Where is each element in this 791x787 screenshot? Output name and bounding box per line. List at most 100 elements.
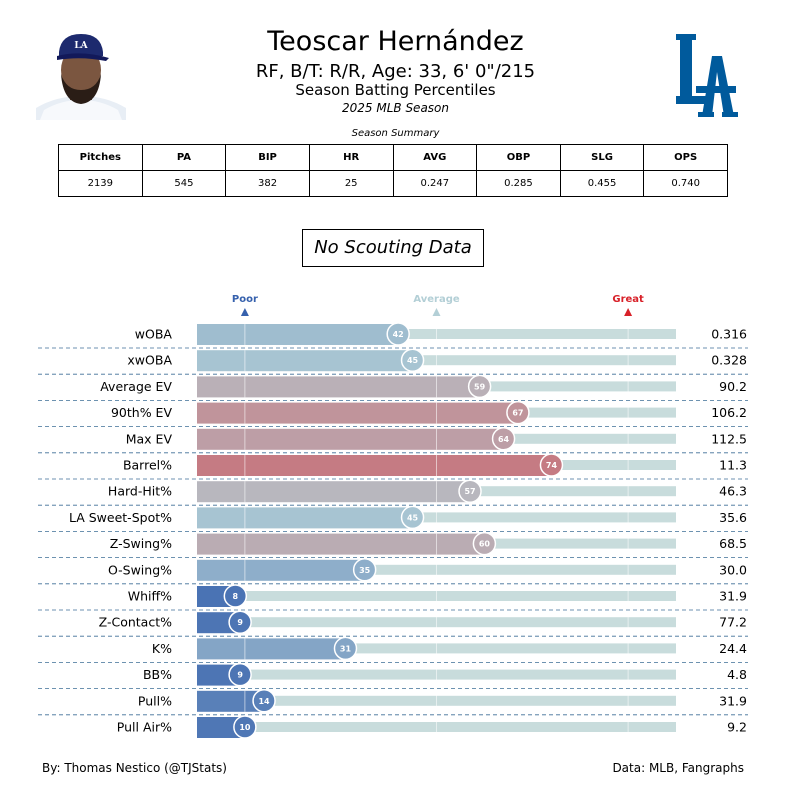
category-label: Whiff% bbox=[128, 589, 172, 604]
category-label: wOBA bbox=[135, 327, 173, 342]
summary-value-cell: 382 bbox=[225, 170, 310, 197]
category-label: O-Swing% bbox=[108, 562, 172, 577]
percentile-value: 35 bbox=[359, 566, 371, 575]
category-label: Z-Contact% bbox=[99, 615, 172, 630]
no-scouting-data-box: No Scouting Data bbox=[302, 229, 484, 267]
percentile-marker bbox=[539, 453, 564, 477]
stat-value: 112.5 bbox=[711, 431, 747, 446]
percentile-bar bbox=[197, 350, 413, 372]
percentile-marker bbox=[352, 558, 377, 582]
player-headshot-icon: LA bbox=[36, 30, 126, 120]
stat-value: 68.5 bbox=[719, 536, 747, 551]
percentile-value: 14 bbox=[258, 697, 270, 706]
percentile-marker bbox=[506, 400, 530, 425]
svg-text:LA: LA bbox=[74, 41, 88, 51]
stat-value: 30.0 bbox=[719, 562, 747, 577]
stat-value: 90.2 bbox=[719, 379, 747, 394]
player-info: RF, B/T: R/R, Age: 33, 6' 0"/215 bbox=[255, 61, 536, 82]
percentile-marker bbox=[252, 689, 276, 713]
stat-value: 24.4 bbox=[719, 641, 747, 656]
category-label: Average EV bbox=[100, 379, 172, 394]
summary-value-row: 2139 545 382 25 0.247 0.285 0.455 0.740 bbox=[58, 170, 728, 197]
percentile-marker bbox=[400, 348, 425, 372]
summary-value-cell: 0.247 bbox=[392, 170, 478, 197]
percentile-marker bbox=[228, 662, 252, 687]
stat-value: 0.328 bbox=[711, 353, 747, 368]
category-label: 90th% EV bbox=[111, 405, 172, 420]
percentile-value: 42 bbox=[393, 330, 404, 339]
percentile-value: 60 bbox=[479, 540, 491, 549]
marker-label-average: Average bbox=[413, 294, 460, 305]
percentile-bar bbox=[197, 324, 399, 345]
summary-caption: Season Summary bbox=[351, 128, 440, 139]
stat-value: 35.6 bbox=[719, 510, 747, 525]
summary-value-cell: 545 bbox=[141, 170, 227, 197]
dodgers-la-logo-icon bbox=[672, 32, 742, 118]
category-label: Barrel% bbox=[123, 458, 172, 473]
category-label: Hard-Hit% bbox=[108, 484, 172, 499]
percentile-marker bbox=[228, 610, 252, 634]
player-name: Teoscar Hernández bbox=[267, 26, 524, 57]
marker-triangle-great bbox=[624, 308, 633, 316]
summary-value-cell: 25 bbox=[308, 170, 394, 197]
percentile-bar bbox=[197, 507, 413, 529]
percentile-value: 59 bbox=[474, 382, 486, 391]
percentile-value: 31 bbox=[340, 644, 352, 653]
percentile-bar bbox=[197, 376, 480, 398]
percentile-bar bbox=[197, 638, 346, 660]
category-label: Max EV bbox=[126, 431, 173, 446]
footer-credit: By: Thomas Nestico (@TJStats) bbox=[42, 761, 227, 775]
percentile-value: 74 bbox=[546, 461, 558, 470]
season-label: 2025 MLB Season bbox=[342, 101, 449, 115]
stat-value: 4.8 bbox=[727, 667, 747, 682]
stat-value: 11.3 bbox=[719, 458, 747, 473]
percentile-marker bbox=[491, 427, 516, 451]
percentile-bar bbox=[197, 481, 471, 503]
percentile-value: 67 bbox=[512, 409, 523, 418]
category-label: K% bbox=[152, 641, 172, 656]
percentile-value: 10 bbox=[239, 723, 251, 732]
percentile-bar bbox=[197, 612, 241, 634]
summary-header-cell: Pitches bbox=[58, 144, 143, 171]
stat-value: 31.9 bbox=[719, 589, 747, 604]
percentile-marker bbox=[386, 322, 410, 346]
footer-source: Data: MLB, Fangraphs bbox=[612, 761, 744, 775]
percentile-bar bbox=[197, 402, 518, 424]
percentile-value: 64 bbox=[498, 435, 510, 444]
category-label: Z-Swing% bbox=[110, 536, 172, 551]
percentile-value: 9 bbox=[237, 671, 243, 680]
percentile-bar bbox=[197, 690, 265, 712]
percentile-bar bbox=[197, 455, 552, 476]
stat-value: 46.3 bbox=[719, 484, 747, 499]
summary-header-cell: HR bbox=[308, 144, 394, 171]
marker-label-great: Great bbox=[612, 294, 644, 305]
summary-value-cell: 0.455 bbox=[559, 170, 645, 197]
percentile-marker bbox=[223, 584, 248, 608]
stat-value: 0.316 bbox=[711, 327, 747, 342]
percentile-marker bbox=[400, 505, 425, 530]
category-label: BB% bbox=[143, 667, 172, 682]
report-title: Season Batting Percentiles bbox=[295, 81, 496, 99]
category-label: Pull Air% bbox=[117, 720, 172, 735]
percentile-bar bbox=[197, 664, 241, 686]
percentile-marker bbox=[472, 531, 497, 556]
percentile-bar bbox=[197, 559, 365, 581]
category-label: Pull% bbox=[138, 693, 172, 708]
percentile-value: 8 bbox=[233, 592, 239, 601]
marker-triangle-poor bbox=[240, 308, 249, 316]
percentile-marker bbox=[467, 374, 492, 399]
marker-triangle-average bbox=[432, 308, 441, 316]
summary-header-cell: OPS bbox=[643, 144, 728, 171]
stat-value: 77.2 bbox=[719, 615, 747, 630]
percentile-marker bbox=[333, 636, 358, 661]
percentile-value: 57 bbox=[464, 487, 475, 496]
percentile-marker bbox=[233, 715, 257, 739]
summary-value-cell: 0.740 bbox=[643, 170, 728, 197]
percentile-value: 9 bbox=[237, 618, 243, 627]
marker-label-poor: Poor bbox=[232, 294, 258, 305]
season-summary-table: Pitches PA BIP HR AVG OBP SLG OPS 2139 5… bbox=[58, 144, 728, 197]
stat-value: 106.2 bbox=[711, 405, 747, 420]
percentile-bar bbox=[197, 717, 245, 738]
stat-value: 31.9 bbox=[719, 693, 747, 708]
